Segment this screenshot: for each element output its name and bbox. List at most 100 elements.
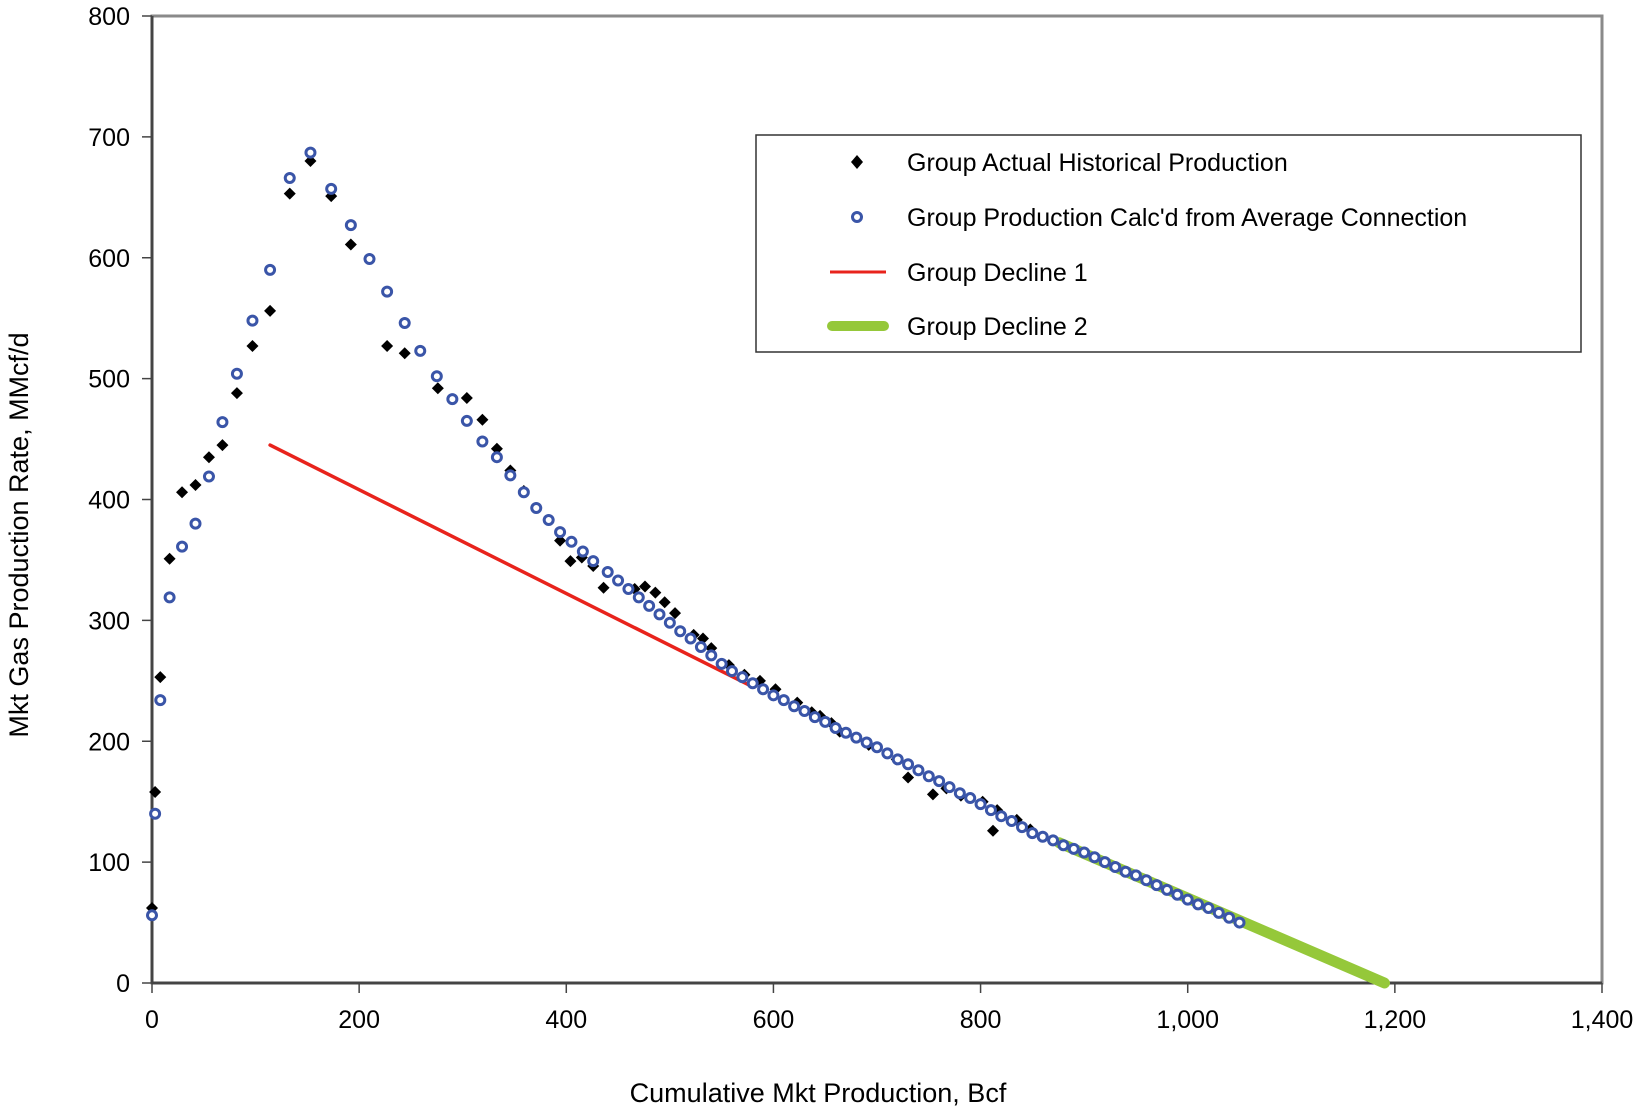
y-tick-label: 600 bbox=[88, 245, 130, 273]
y-tick-label: 100 bbox=[88, 849, 130, 877]
actual-production-point bbox=[154, 671, 167, 684]
calc-production-point bbox=[1202, 902, 1215, 915]
calc-production-point bbox=[325, 182, 338, 195]
x-tick-label: 0 bbox=[145, 1006, 159, 1034]
calc-production-point bbox=[1078, 846, 1091, 859]
actual-production-point bbox=[149, 786, 162, 799]
calc-production-point bbox=[1098, 856, 1111, 869]
calc-production-point bbox=[643, 599, 656, 612]
calc-production-point bbox=[189, 517, 202, 530]
actual-production-point bbox=[649, 586, 662, 599]
calc-production-point bbox=[1161, 883, 1173, 896]
calc-production-point bbox=[1005, 815, 1018, 828]
calc-production-point bbox=[684, 632, 697, 645]
actual-production-point bbox=[987, 824, 999, 837]
calc-production-point bbox=[705, 649, 718, 662]
calc-production-point bbox=[1171, 888, 1184, 901]
calc-production-point bbox=[1150, 879, 1163, 892]
calc-production-point bbox=[663, 616, 676, 629]
calc-production-point bbox=[1026, 827, 1039, 840]
calc-production-point bbox=[736, 671, 749, 684]
actual-production-point bbox=[490, 442, 503, 455]
calc-production-point bbox=[344, 219, 357, 232]
actual-production-point bbox=[431, 382, 444, 395]
calc-production-point bbox=[149, 807, 162, 820]
calc-production-point bbox=[587, 555, 600, 568]
calc-production-point bbox=[819, 715, 832, 728]
y-axis-title: Mkt Gas Production Rate, MMcf/d bbox=[4, 332, 34, 737]
legend-marker-diamond bbox=[851, 155, 863, 169]
calc-production-point bbox=[504, 469, 517, 482]
x-tick-label: 400 bbox=[545, 1006, 587, 1034]
calc-production-point bbox=[1129, 869, 1142, 882]
calc-production-point bbox=[632, 591, 645, 604]
calc-production-point bbox=[542, 514, 555, 527]
calc-production-point bbox=[902, 758, 915, 771]
calc-production-point bbox=[381, 285, 394, 298]
calc-production-point bbox=[601, 566, 614, 579]
actual-production-point bbox=[460, 391, 473, 404]
actual-production-point bbox=[304, 155, 317, 168]
calc-production-point bbox=[715, 657, 728, 670]
actual-production-point bbox=[344, 238, 357, 251]
calc-production-point bbox=[176, 540, 189, 553]
actual-production-point bbox=[902, 771, 915, 784]
x-axis-title: Cumulative Mkt Production, Bcf bbox=[630, 1078, 1007, 1108]
actual-production-point bbox=[564, 555, 577, 568]
actual-production-point bbox=[597, 581, 610, 594]
calc-production-point bbox=[216, 416, 229, 429]
calc-production-point bbox=[154, 694, 167, 707]
calc-production-point bbox=[490, 451, 503, 464]
calc-production-point bbox=[554, 526, 567, 539]
y-tick-label: 800 bbox=[88, 3, 130, 31]
calc-production-point bbox=[891, 753, 904, 766]
calc-production-point bbox=[953, 787, 966, 800]
y-tick-label: 300 bbox=[88, 607, 130, 635]
calc-production-point bbox=[530, 501, 543, 514]
x-tick-label: 200 bbox=[338, 1006, 380, 1034]
calc-production-point bbox=[430, 370, 443, 383]
calc-production-point bbox=[922, 770, 935, 783]
actual-production-point bbox=[246, 339, 259, 352]
calc-production-point bbox=[264, 263, 277, 276]
y-tick-label: 200 bbox=[88, 728, 130, 756]
actual-production-point bbox=[189, 478, 202, 491]
actual-production-point bbox=[639, 580, 651, 593]
legend-label-actual: Group Actual Historical Production bbox=[907, 149, 1288, 177]
calc-production-point bbox=[304, 146, 317, 159]
x-tick-label: 1,000 bbox=[1156, 1006, 1219, 1034]
y-tick-label: 500 bbox=[88, 366, 130, 394]
calc-production-point bbox=[1067, 842, 1080, 855]
y-tick-label: 400 bbox=[88, 487, 130, 515]
calc-production-point bbox=[912, 764, 925, 777]
calc-production-point bbox=[576, 545, 589, 558]
x-tick-label: 800 bbox=[960, 1006, 1002, 1034]
calc-production-point bbox=[726, 665, 738, 678]
y-tick-label: 700 bbox=[88, 124, 130, 152]
calc-production-point bbox=[517, 486, 530, 499]
calc-production-point bbox=[230, 367, 243, 380]
y-tick-label: 0 bbox=[116, 970, 130, 998]
calc-production-point bbox=[146, 909, 158, 922]
calc-production-point bbox=[460, 414, 473, 427]
calc-production-point bbox=[995, 810, 1008, 823]
actual-production-point bbox=[476, 413, 489, 426]
calc-production-point bbox=[202, 470, 215, 483]
calc-production-point bbox=[163, 591, 176, 604]
actual-production-point bbox=[398, 347, 411, 360]
actual-production-point bbox=[264, 304, 277, 317]
calc-production-point bbox=[476, 435, 489, 448]
calc-production-point bbox=[829, 721, 842, 734]
calc-production-point bbox=[1181, 893, 1194, 906]
calc-production-point bbox=[1036, 830, 1049, 843]
calc-production-point bbox=[283, 171, 296, 184]
calc-production-point bbox=[694, 640, 707, 653]
calc-production-point bbox=[246, 314, 259, 327]
calc-production-point bbox=[612, 574, 625, 587]
calc-production-point bbox=[363, 252, 376, 265]
x-tick-label: 1,400 bbox=[1571, 1006, 1634, 1034]
calc-production-point bbox=[964, 792, 977, 805]
calc-production-point bbox=[850, 731, 863, 744]
calc-production-point bbox=[757, 683, 770, 696]
